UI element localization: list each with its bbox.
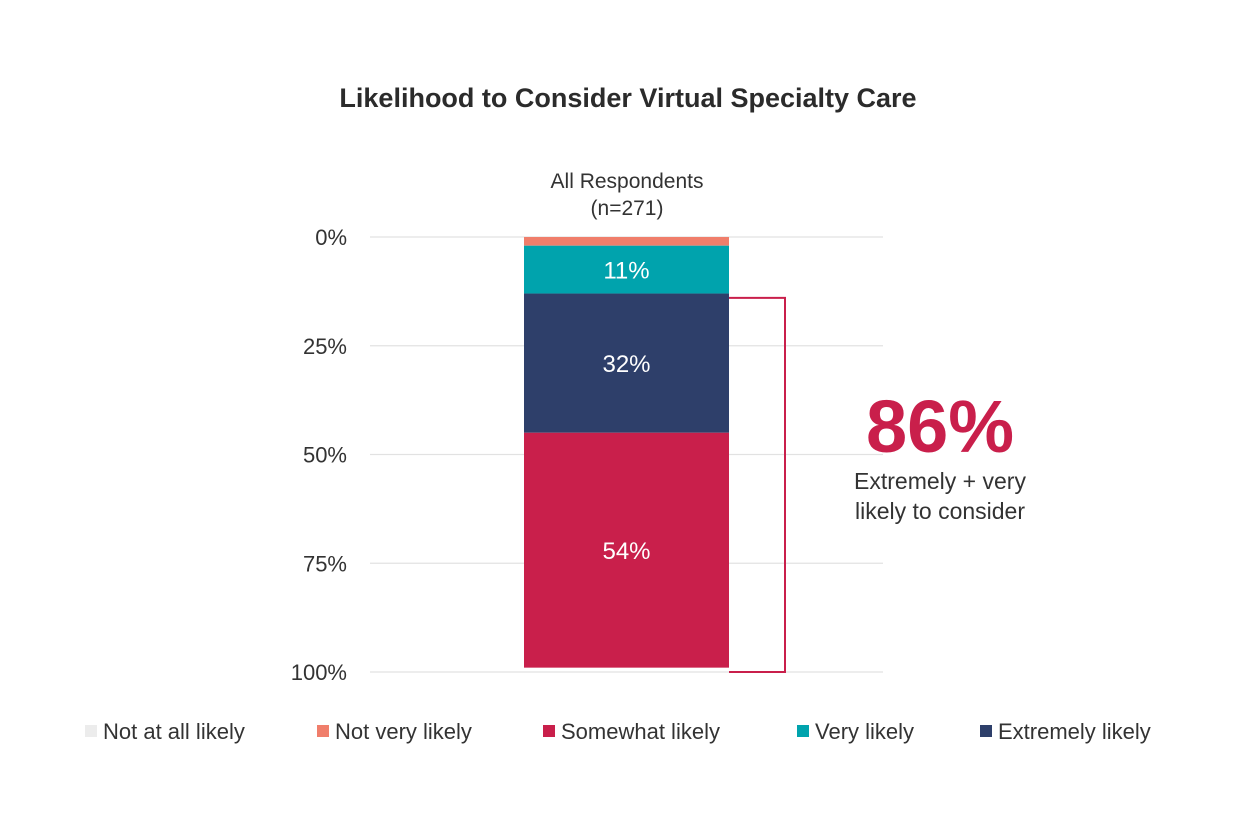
legend-label-not-very: Not very likely [335, 719, 472, 744]
category-label-line-1: All Respondents [551, 170, 704, 193]
y-tick-label: 75% [303, 551, 347, 576]
bar-segments [524, 237, 729, 668]
y-tick-label: 50% [303, 443, 347, 468]
legend-swatch-somewhat [543, 725, 555, 737]
category-label-line-2: (n=271) [591, 197, 664, 220]
legend-label-very: Very likely [815, 719, 914, 744]
bar-segment-somewhat [524, 432, 729, 668]
segment-label-very: 11% [603, 258, 649, 285]
annotation-value: 86% [866, 385, 1014, 468]
legend-swatch-not-very [317, 725, 329, 737]
segment-label-somewhat: 54% [602, 538, 650, 565]
bar-segment-not-very [524, 237, 729, 246]
legend-label-extremely: Extremely likely [998, 719, 1151, 744]
segment-labels: 11% 32% 54% [602, 258, 650, 566]
y-tick-label: 0% [315, 225, 347, 250]
bracket-line [729, 296, 786, 673]
y-tick-label: 25% [303, 334, 347, 359]
bar-segment-very [524, 245, 729, 294]
y-axis-ticks: 0% 25% 50% 75% 100% [291, 225, 347, 685]
legend-swatch-very [797, 725, 809, 737]
y-tick-label: 100% [291, 660, 347, 685]
annotation-bracket [729, 296, 786, 673]
bar-segment-extremely [524, 293, 729, 433]
segment-label-extremely: 32% [602, 351, 650, 378]
legend-swatch-extremely [980, 725, 992, 737]
chart-title: Likelihood to Consider Virtual Specialty… [339, 83, 916, 113]
legend-label-not-at-all: Not at all likely [103, 719, 245, 744]
annotation-text-line-2: likely to consider [855, 498, 1025, 524]
annotation-text-line-1: Extremely + very [854, 468, 1026, 494]
legend-label-somewhat: Somewhat likely [561, 719, 720, 744]
legend: Not at all likely Not very likely Somewhat… [85, 719, 1151, 744]
legend-swatch-not-at-all [85, 725, 97, 737]
